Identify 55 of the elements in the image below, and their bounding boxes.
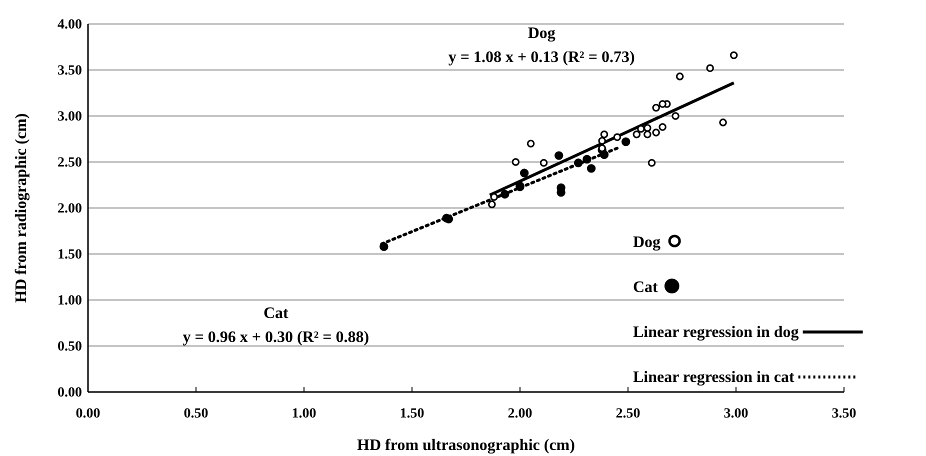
legend-label: Dog — [633, 234, 661, 251]
point — [512, 158, 520, 166]
x-tick-label: 1.50 — [400, 406, 424, 422]
legend-label: Linear regression in dog — [633, 324, 799, 341]
point — [648, 159, 656, 167]
point — [582, 154, 592, 164]
y-tick-label: 1.50 — [58, 247, 82, 262]
point — [488, 200, 496, 208]
point — [652, 128, 660, 136]
point — [613, 133, 622, 142]
y-tick-label: 3.00 — [58, 109, 82, 124]
point — [598, 136, 606, 145]
point — [520, 168, 529, 178]
point — [540, 159, 548, 167]
y-tick-label: 2.50 — [58, 155, 82, 170]
annotation: y = 0.96 x + 0.30 (R² = 0.88) — [182, 329, 370, 346]
x-tick-label: 3.00 — [724, 406, 748, 422]
point — [554, 151, 564, 160]
point — [526, 140, 535, 148]
point — [644, 130, 652, 138]
point — [500, 190, 510, 199]
annotation: Cat — [263, 305, 290, 322]
annotation: y = 1.08 x + 0.13 (R² = 0.73) — [448, 49, 635, 66]
legend-label: Linear regression in cat — [633, 369, 795, 386]
point — [574, 158, 583, 168]
y-tick-label: 0.00 — [58, 385, 82, 400]
y-tick-label: 1.00 — [58, 293, 82, 308]
point — [719, 118, 727, 126]
x-axis-title: HD from ultrasonographic (cm) — [357, 437, 575, 454]
y-tick-label: 0.50 — [58, 339, 82, 354]
x-tick-label: 3.50 — [832, 406, 856, 422]
annotation: Dog — [528, 25, 556, 42]
legend-label: Cat — [633, 279, 659, 296]
point — [632, 130, 641, 138]
point — [672, 112, 680, 120]
point — [730, 51, 738, 60]
point — [652, 104, 660, 112]
y-tick-label: 3.50 — [58, 63, 82, 78]
y-axis-title: HD from radiographic (cm) — [13, 113, 30, 303]
x-tick-label: 1.00 — [292, 406, 316, 422]
point — [706, 64, 714, 72]
x-tick-label: 2.50 — [616, 406, 640, 422]
x-tick-label: 0.00 — [76, 406, 100, 422]
point — [490, 193, 498, 201]
point — [658, 100, 666, 108]
point — [676, 72, 684, 80]
point — [658, 123, 666, 131]
point — [621, 137, 630, 146]
point — [586, 164, 596, 173]
point — [600, 130, 608, 138]
x-tick-label: 0.50 — [184, 406, 208, 422]
y-tick-label: 2.00 — [58, 201, 82, 216]
point — [380, 242, 388, 251]
y-tick-label: 4.00 — [58, 17, 82, 32]
x-tick-label: 2.00 — [508, 406, 532, 422]
